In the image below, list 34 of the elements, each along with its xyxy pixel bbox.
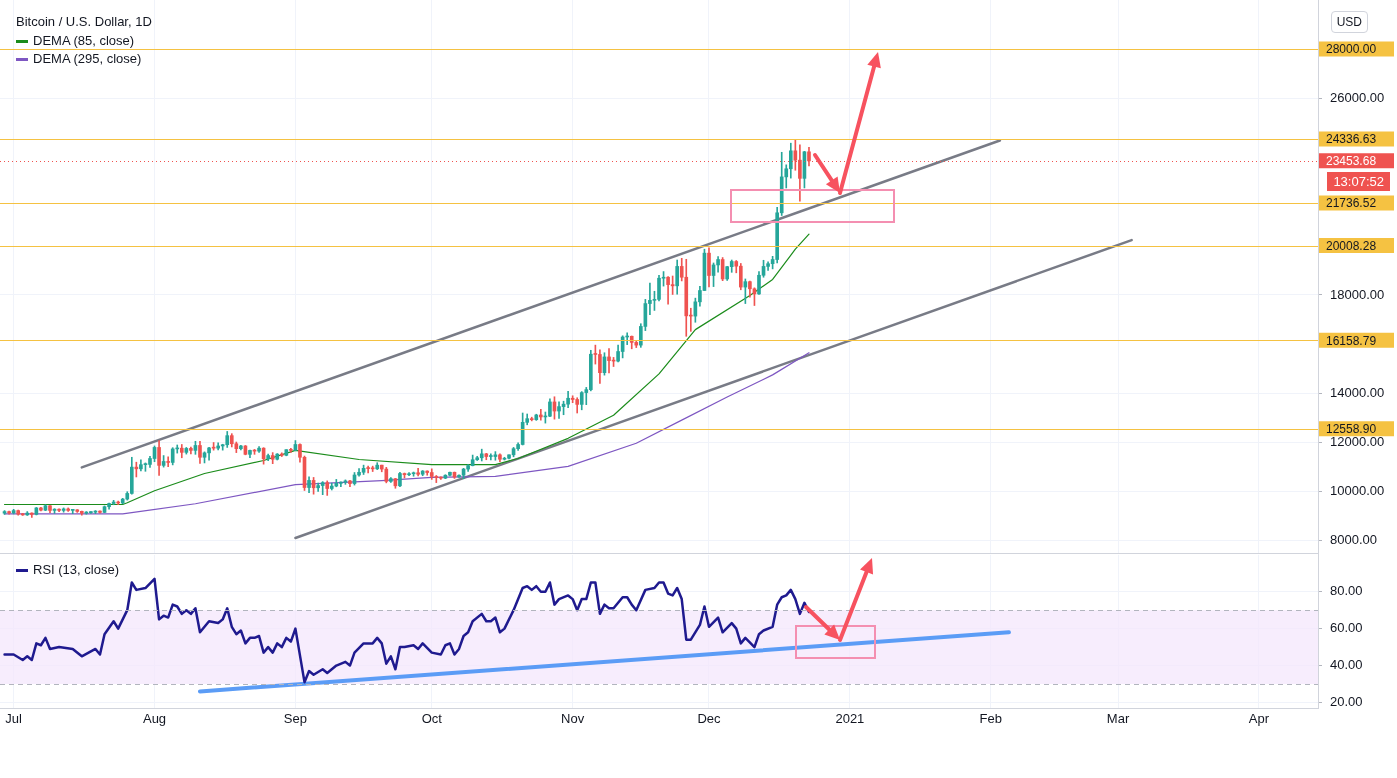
y-tick-label: 8000.00	[1330, 532, 1377, 548]
x-tick-label: Apr	[1248, 711, 1270, 727]
x-tick-label: Aug	[142, 711, 167, 727]
legend-label: DEMA (295, close)	[33, 50, 142, 68]
x-tick-label: Jul	[5, 711, 23, 727]
y-tick-label: 26000.00	[1330, 89, 1385, 105]
y-tick-label: 18000.00	[1330, 286, 1385, 302]
x-tick-label: Oct	[421, 711, 443, 727]
text: USD	[1330, 11, 1368, 33]
text: 13:07:52	[1327, 172, 1390, 191]
y-tick-label: 60.00	[1330, 620, 1363, 636]
ref-line-label: 20008.28	[1326, 238, 1377, 253]
x-tick-label: Nov	[561, 711, 585, 727]
ref-line-label: 23453.68	[1326, 154, 1377, 169]
ref-line-label: 28000.00	[1326, 42, 1377, 57]
ref-line-label: 24336.63	[1326, 132, 1377, 147]
text: Bitcoin / U.S. Dollar, 1D	[16, 14, 152, 29]
legend-label: DEMA (85, close)	[33, 32, 135, 50]
ref-line-label: 16158.79	[1326, 333, 1377, 348]
ref-line-label: 21736.52	[1326, 196, 1377, 211]
legend-label: RSI (13, close)	[33, 561, 119, 579]
candlestick	[20, 513, 25, 516]
y-tick-label: 80.00	[1330, 583, 1363, 599]
x-tick-label: 2021	[835, 711, 865, 727]
x-tick-label: Mar	[1106, 711, 1130, 727]
x-tick-label: Dec	[697, 711, 722, 727]
ref-line-label: 12558.90	[1326, 422, 1377, 437]
x-tick-label: Sep	[283, 711, 307, 727]
y-tick-label: 12000.00	[1330, 434, 1385, 450]
y-tick-label: 14000.00	[1330, 384, 1385, 400]
y-tick-label: 20.00	[1330, 694, 1363, 710]
y-tick-label: 40.00	[1330, 657, 1363, 673]
y-tick-label: 10000.00	[1330, 483, 1385, 499]
x-tick-label: Feb	[979, 711, 1002, 727]
